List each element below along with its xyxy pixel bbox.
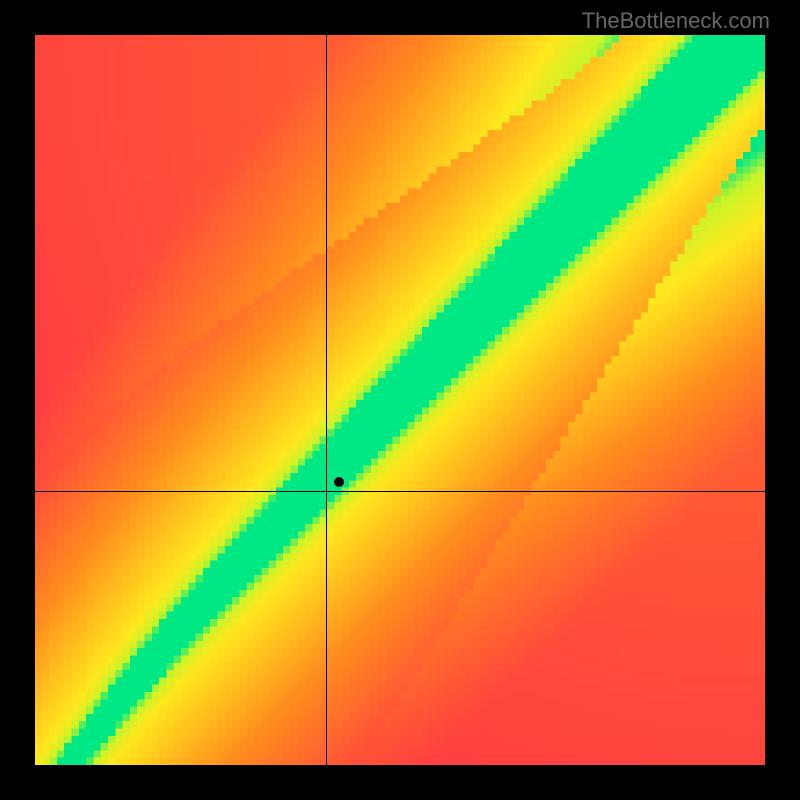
crosshair-vertical (326, 35, 327, 765)
watermark-text: TheBottleneck.com (582, 8, 770, 34)
bottleneck-heatmap-chart (35, 35, 765, 765)
data-point-marker (334, 477, 344, 487)
crosshair-horizontal (35, 491, 765, 492)
heatmap-canvas (35, 35, 765, 765)
